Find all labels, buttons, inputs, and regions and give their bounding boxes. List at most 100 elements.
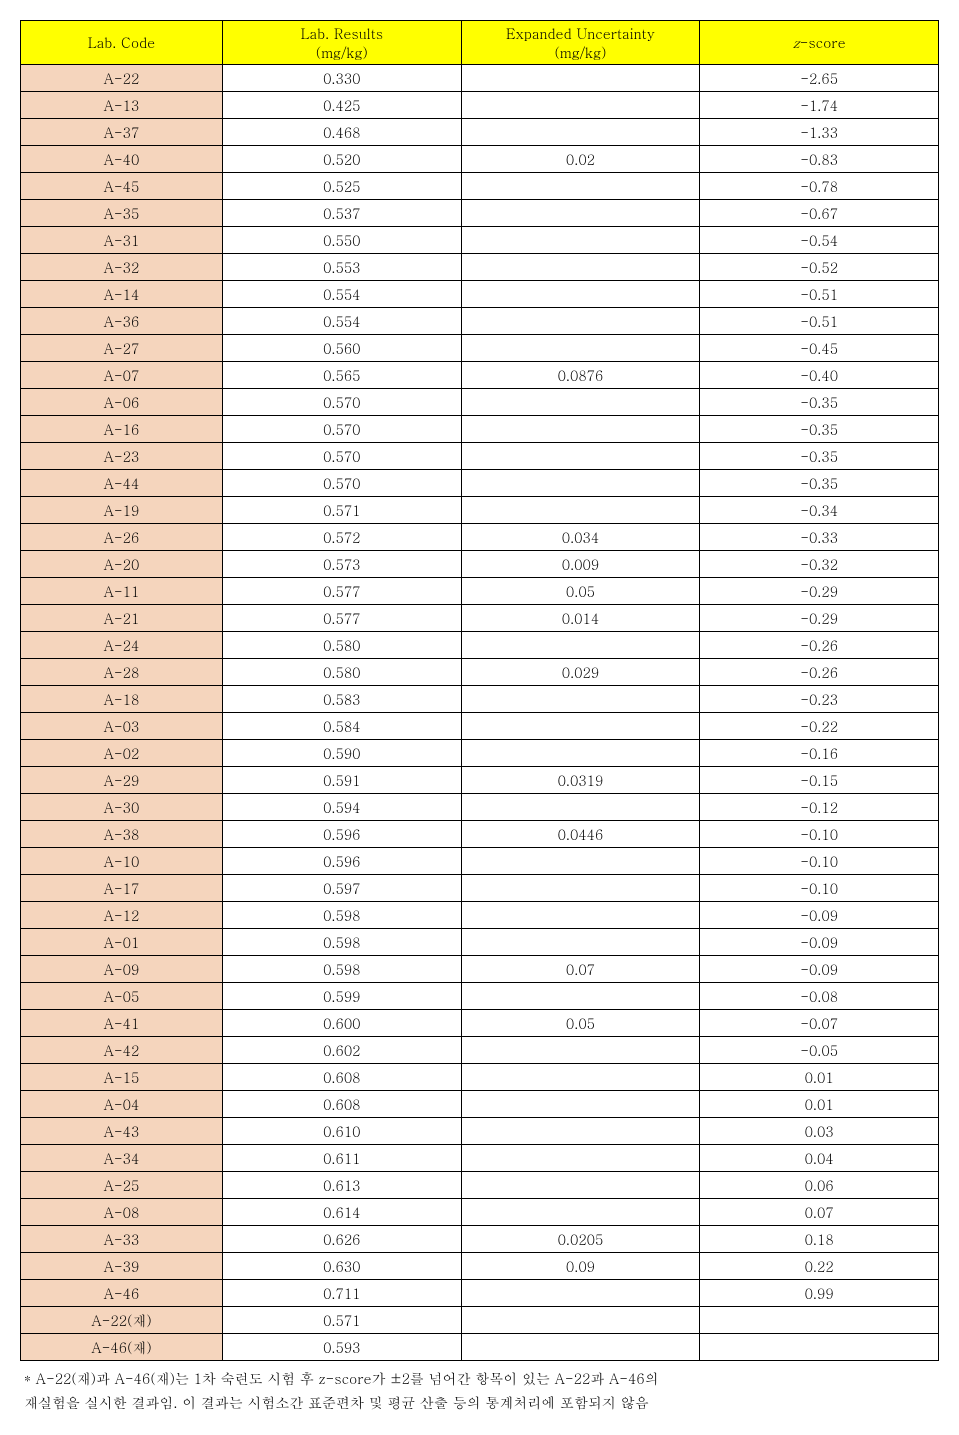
cell-lab-code: A-27	[21, 335, 223, 362]
cell-zscore: -1.33	[700, 119, 939, 146]
cell-zscore: -0.67	[700, 200, 939, 227]
cell-lab-code: A-43	[21, 1118, 223, 1145]
cell-uncertainty: 0.09	[461, 1253, 700, 1280]
cell-uncertainty	[461, 1037, 700, 1064]
cell-zscore: -0.05	[700, 1037, 939, 1064]
cell-lab-code: A-03	[21, 713, 223, 740]
cell-lab-code: A-22(재)	[21, 1307, 223, 1334]
table-body: A-220.330-2.65A-130.425-1.74A-370.468-1.…	[21, 65, 939, 1361]
cell-result: 0.537	[222, 200, 461, 227]
cell-uncertainty	[461, 443, 700, 470]
col-uncertainty: Expanded Uncertainty(mg/kg)	[461, 21, 700, 65]
cell-lab-code: A-44	[21, 470, 223, 497]
cell-result: 0.468	[222, 119, 461, 146]
cell-lab-code: A-37	[21, 119, 223, 146]
cell-uncertainty	[461, 1145, 700, 1172]
cell-result: 0.425	[222, 92, 461, 119]
cell-result: 0.596	[222, 848, 461, 875]
cell-zscore: -0.35	[700, 389, 939, 416]
cell-lab-code: A-34	[21, 1145, 223, 1172]
cell-lab-code: A-15	[21, 1064, 223, 1091]
cell-lab-code: A-31	[21, 227, 223, 254]
cell-lab-code: A-46	[21, 1280, 223, 1307]
cell-uncertainty	[461, 92, 700, 119]
cell-lab-code: A-14	[21, 281, 223, 308]
cell-uncertainty	[461, 713, 700, 740]
table-row: A-170.597-0.10	[21, 875, 939, 902]
table-row: A-420.602-0.05	[21, 1037, 939, 1064]
cell-lab-code: A-18	[21, 686, 223, 713]
cell-lab-code: A-42	[21, 1037, 223, 1064]
cell-uncertainty	[461, 1172, 700, 1199]
cell-zscore: -0.26	[700, 659, 939, 686]
cell-result: 0.572	[222, 524, 461, 551]
cell-zscore: -0.33	[700, 524, 939, 551]
cell-zscore: -0.40	[700, 362, 939, 389]
table-row: A-300.594-0.12	[21, 794, 939, 821]
cell-lab-code: A-19	[21, 497, 223, 524]
table-row: A-430.6100.03	[21, 1118, 939, 1145]
cell-zscore: -0.29	[700, 605, 939, 632]
cell-result: 0.598	[222, 956, 461, 983]
cell-result: 0.573	[222, 551, 461, 578]
cell-lab-code: A-21	[21, 605, 223, 632]
cell-zscore: -0.10	[700, 821, 939, 848]
cell-lab-code: A-23	[21, 443, 223, 470]
cell-lab-code: A-20	[21, 551, 223, 578]
cell-uncertainty	[461, 200, 700, 227]
cell-lab-code: A-09	[21, 956, 223, 983]
cell-lab-code: A-22	[21, 65, 223, 92]
table-row: A-46(재)0.593	[21, 1334, 939, 1361]
cell-result: 0.630	[222, 1253, 461, 1280]
cell-zscore: -0.09	[700, 902, 939, 929]
cell-zscore: -0.09	[700, 929, 939, 956]
cell-lab-code: A-30	[21, 794, 223, 821]
cell-result: 0.711	[222, 1280, 461, 1307]
cell-uncertainty	[461, 983, 700, 1010]
table-row: A-230.570-0.35	[21, 443, 939, 470]
table-row: A-310.550-0.54	[21, 227, 939, 254]
cell-uncertainty	[461, 1280, 700, 1307]
cell-uncertainty: 0.0876	[461, 362, 700, 389]
cell-lab-code: A-40	[21, 146, 223, 173]
cell-zscore: -0.10	[700, 875, 939, 902]
cell-uncertainty	[461, 929, 700, 956]
cell-zscore: -0.34	[700, 497, 939, 524]
cell-zscore: -0.32	[700, 551, 939, 578]
cell-uncertainty	[461, 416, 700, 443]
cell-uncertainty	[461, 902, 700, 929]
cell-result: 0.584	[222, 713, 461, 740]
cell-result: 0.608	[222, 1091, 461, 1118]
cell-lab-code: A-29	[21, 767, 223, 794]
cell-uncertainty	[461, 1334, 700, 1361]
cell-uncertainty	[461, 254, 700, 281]
cell-result: 0.583	[222, 686, 461, 713]
table-row: A-140.554-0.51	[21, 281, 939, 308]
table-row: A-330.6260.02050.18	[21, 1226, 939, 1253]
cell-uncertainty	[461, 389, 700, 416]
cell-uncertainty	[461, 335, 700, 362]
cell-uncertainty	[461, 497, 700, 524]
cell-lab-code: A-35	[21, 200, 223, 227]
cell-lab-code: A-10	[21, 848, 223, 875]
cell-result: 0.598	[222, 929, 461, 956]
cell-zscore: -0.12	[700, 794, 939, 821]
cell-zscore: 0.06	[700, 1172, 939, 1199]
cell-uncertainty	[461, 1199, 700, 1226]
table-row: A-160.570-0.35	[21, 416, 939, 443]
cell-uncertainty: 0.0319	[461, 767, 700, 794]
col-lab-code: Lab. Code	[21, 21, 223, 65]
cell-zscore: -0.09	[700, 956, 939, 983]
table-row: A-200.5730.009-0.32	[21, 551, 939, 578]
table-header: Lab. Code Lab. Results(mg/kg) Expanded U…	[21, 21, 939, 65]
table-row: A-180.583-0.23	[21, 686, 939, 713]
table-row: A-280.5800.029-0.26	[21, 659, 939, 686]
cell-uncertainty	[461, 686, 700, 713]
cell-result: 0.608	[222, 1064, 461, 1091]
table-row: A-020.590-0.16	[21, 740, 939, 767]
footnote-line1: * A-22(재)과 A-46(재)는 1차 숙련도 시험 후 z-score가…	[24, 1367, 939, 1391]
cell-zscore: -0.15	[700, 767, 939, 794]
cell-zscore: -2.65	[700, 65, 939, 92]
table-row: A-350.537 -0.67	[21, 200, 939, 227]
cell-uncertainty	[461, 173, 700, 200]
